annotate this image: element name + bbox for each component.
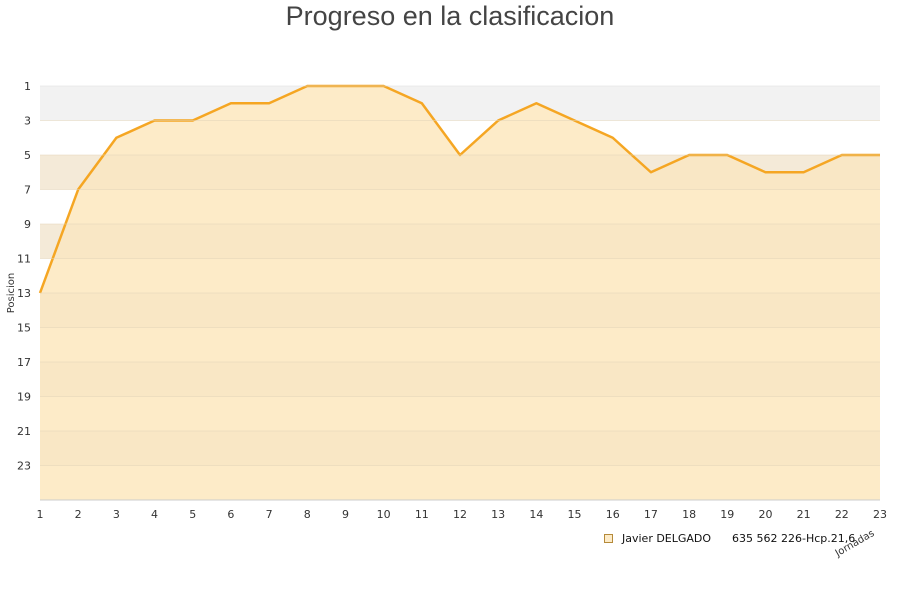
x-tick-label: 12 [453, 508, 467, 521]
x-tick-label: 9 [342, 508, 349, 521]
x-tick-label: 19 [720, 508, 734, 521]
legend-swatch [604, 534, 613, 543]
shade-band-9 [40, 224, 880, 259]
x-tick-label: 10 [377, 508, 391, 521]
y-tick-label: 1 [24, 80, 31, 93]
x-tick-label: 1 [37, 508, 44, 521]
shade-band-5 [40, 155, 880, 190]
x-tick-label: 13 [491, 508, 505, 521]
y-tick-label: 23 [17, 460, 31, 473]
x-tick-label: 14 [529, 508, 543, 521]
y-axis-label: Posicion [6, 273, 17, 314]
x-tick-label: 4 [151, 508, 158, 521]
x-tick-label: 17 [644, 508, 658, 521]
x-tick-label: 3 [113, 508, 120, 521]
x-tick-label: 15 [568, 508, 582, 521]
x-tick-label: 6 [227, 508, 234, 521]
y-tick-label: 9 [24, 218, 31, 231]
x-tick-label: 2 [75, 508, 82, 521]
y-tick-label: 5 [24, 149, 31, 162]
band-1 [40, 86, 880, 121]
legend-label: Javier DELGADO 635 562 226-Hcp.21,6 [621, 532, 855, 545]
x-tick-label: 7 [266, 508, 273, 521]
y-tick-label: 15 [17, 322, 31, 335]
y-tick-label: 11 [17, 253, 31, 266]
y-tick-label: 21 [17, 425, 31, 438]
y-tick-label: 7 [24, 184, 31, 197]
shade-band-17 [40, 362, 880, 397]
x-tick-label: 18 [682, 508, 696, 521]
x-tick-label: 22 [835, 508, 849, 521]
x-tick-label: 20 [758, 508, 772, 521]
shade-band-21 [40, 431, 880, 466]
chart-title: Progreso en la clasificacion [285, 1, 615, 31]
x-tick-label: 5 [189, 508, 196, 521]
x-tick-label: 23 [873, 508, 887, 521]
x-tick-label: 21 [797, 508, 811, 521]
x-tick-label: 11 [415, 508, 429, 521]
legend[interactable]: Javier DELGADO 635 562 226-Hcp.21,6 [604, 532, 856, 545]
y-tick-label: 17 [17, 356, 31, 369]
y-tick-label: 3 [24, 115, 31, 128]
shade-band-13 [40, 293, 880, 328]
x-tick-label: 8 [304, 508, 311, 521]
x-axis-ticks: 1 2 3 4 5 6 7 8 9 10 11 12 13 14 15 16 17 18 19 20 21 22 23 [37, 499, 887, 521]
y-tick-label: 19 [17, 391, 31, 404]
y-tick-label: 13 [17, 287, 31, 300]
x-tick-label: 16 [606, 508, 620, 521]
